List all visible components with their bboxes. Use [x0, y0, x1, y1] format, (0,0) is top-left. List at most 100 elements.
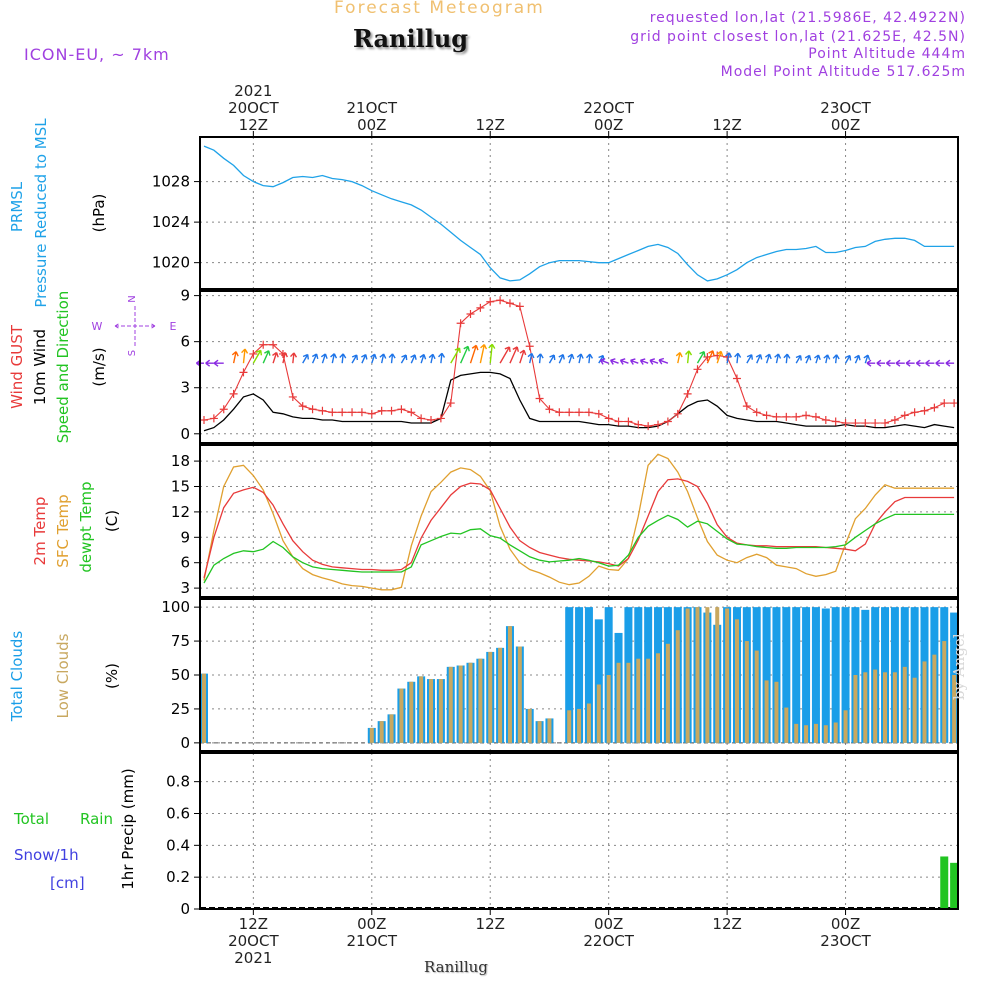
panel-frame	[199, 444, 959, 598]
gust-marker	[900, 411, 909, 420]
cloud-unit: (%)	[103, 663, 121, 689]
bottom-time-label: 12Z	[239, 915, 268, 933]
low-cloud-bar	[419, 676, 424, 743]
gust-marker	[693, 365, 702, 374]
total-cloud-bar	[575, 607, 584, 743]
gust-marker	[249, 349, 258, 358]
wind-arrow-shape	[536, 353, 544, 364]
wind-arrow-shape	[509, 346, 520, 364]
gust-marker	[239, 368, 248, 377]
gust-marker	[535, 394, 544, 403]
wind-arrow-shape	[619, 358, 629, 365]
wind-arrow	[379, 353, 387, 364]
wind-arrow-shape	[783, 353, 791, 364]
wind-arrow	[685, 350, 693, 364]
wind-arrow	[410, 354, 417, 364]
y-tick-label: 0.6	[166, 804, 190, 822]
gust-marker	[318, 406, 327, 415]
gust-marker	[594, 409, 603, 418]
wind-arrow	[746, 354, 753, 364]
low-cloud-bar	[537, 721, 542, 743]
wind-arrow	[844, 354, 852, 364]
low-cloud-bar	[695, 607, 700, 743]
low-cloud-bar	[912, 677, 917, 743]
gust-marker	[644, 422, 653, 431]
wind-arrow	[658, 357, 669, 365]
low-cloud-bar	[675, 630, 680, 743]
gust-marker	[772, 412, 781, 421]
gust-marker	[673, 409, 682, 418]
y-tick-label: 9	[180, 528, 190, 546]
wind-arrow	[814, 354, 821, 364]
wind-arrow	[863, 354, 871, 364]
wind-arrow-shape	[639, 358, 649, 365]
gust-marker	[219, 405, 228, 414]
bottom-time-label: 2021	[234, 949, 272, 967]
wind-arrow-shape	[558, 353, 565, 364]
wind-arrow-shape	[945, 359, 955, 367]
wind-arrow-shape	[213, 359, 224, 367]
wind-arrow	[519, 349, 527, 364]
total-cloud-bar	[821, 608, 830, 743]
wind-gust-label: Wind GUST	[8, 324, 26, 409]
low-cloud-bar	[458, 665, 463, 743]
wind-arrow	[774, 353, 782, 364]
gust-marker	[683, 389, 692, 398]
gust-marker	[387, 406, 396, 415]
panel-frame	[199, 290, 959, 444]
low-cloud-bar	[438, 679, 443, 743]
wind-arrow-shape	[823, 354, 831, 364]
low-cloud-bar	[744, 641, 749, 743]
wind-arrow-shape	[609, 358, 619, 365]
wind-arrow-shape	[205, 359, 214, 367]
top-time-label: 12Z	[712, 116, 741, 134]
y-tick-label: 25	[171, 700, 190, 718]
y-tick-label: 9	[180, 287, 190, 305]
y-tick-label: 0.8	[166, 773, 190, 791]
wind-arrow-shape	[241, 348, 249, 364]
temp-unit: (C)	[103, 510, 121, 532]
bottom-time-label: 20OCT	[228, 932, 279, 950]
y-tick-label: 0	[180, 425, 190, 443]
wind-arrow-shape	[459, 345, 470, 364]
wind-arrow	[609, 358, 619, 365]
low-cloud-bar	[843, 710, 848, 743]
precip-snow-unit: [cm]	[50, 874, 85, 892]
low-cloud-bar	[725, 608, 730, 743]
wind-arrow	[469, 344, 479, 364]
total-cloud-bar	[802, 607, 811, 743]
gust-marker	[742, 402, 751, 411]
wind-arrow	[272, 351, 279, 364]
gust-marker	[802, 411, 811, 420]
wind-arrow	[716, 350, 724, 364]
wind-arrow	[320, 353, 328, 364]
top-time-label: 20OCT	[228, 99, 279, 117]
gust-marker	[397, 405, 406, 414]
wind-arrow-shape	[696, 350, 706, 364]
wind-arrow	[262, 350, 271, 364]
gust-marker	[269, 340, 278, 349]
gust-marker	[357, 408, 366, 417]
wind-arrow-shape	[428, 353, 436, 364]
low-cloud-bar	[202, 673, 206, 743]
low-cloud-bar	[883, 672, 888, 743]
wind-arrow-shape	[548, 354, 556, 364]
wind-arrow-shape	[725, 352, 733, 364]
gust-marker	[792, 412, 801, 421]
meteogram-subtitle: Forecast Meteogram	[334, 0, 545, 18]
low-cloud-bar	[498, 647, 503, 743]
low-cloud-bar	[399, 688, 404, 743]
wind-arrow	[548, 354, 556, 364]
total-cloud-bar	[762, 607, 771, 743]
bottom-time-label: 00Z	[831, 915, 860, 933]
gust-marker	[782, 412, 791, 421]
gust-marker	[446, 399, 455, 408]
compass-n: N	[127, 295, 138, 302]
y-tick-label: 0.2	[166, 868, 190, 886]
wind-arrow-shape	[935, 359, 945, 367]
wind-arrow	[599, 358, 609, 365]
total-cloud-bar	[910, 607, 919, 743]
gust-marker	[930, 403, 939, 412]
gust-marker	[821, 415, 830, 424]
low-cloud-bar	[586, 703, 591, 743]
